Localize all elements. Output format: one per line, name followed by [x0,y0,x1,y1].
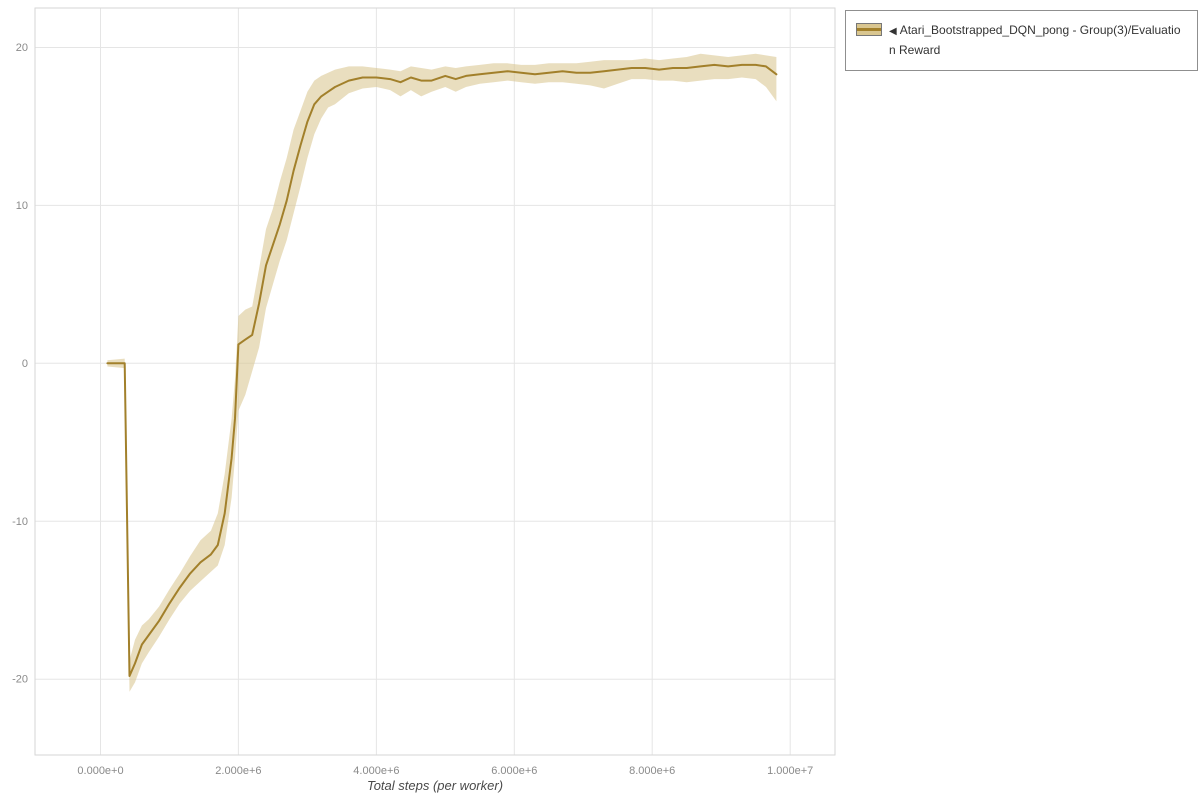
svg-text:4.000e+6: 4.000e+6 [353,765,399,777]
reward-plot[interactable]: 0.000e+0 2.000e+6 4.000e+6 6.000e+6 8.000e+6… [0,0,840,800]
svg-text:1.000e+7: 1.000e+7 [767,765,813,777]
mean-line[interactable] [106,63,778,677]
y-tick-labels: 20 10 0 -10 -20 [12,42,28,686]
svg-text:6.000e+6: 6.000e+6 [491,765,537,777]
svg-text:8.000e+6: 8.000e+6 [629,765,675,777]
legend-entry[interactable]: ◀ Atari_Bootstrapped_DQN_pong - Group(3)/… [889,20,1187,61]
legend-marker-icon: ◀ [889,26,897,37]
legend[interactable]: ◀ Atari_Bootstrapped_DQN_pong - Group(3)/… [845,10,1198,71]
confidence-band [107,53,777,692]
gridlines [34,7,836,756]
x-axis-title: Total steps (per worker) [366,778,504,793]
svg-text:-20: -20 [12,674,28,686]
svg-text:20: 20 [16,42,28,54]
legend-series-swatch-icon [856,23,882,36]
svg-text:2.000e+6: 2.000e+6 [215,765,261,777]
svg-text:0: 0 [22,358,28,370]
svg-text:10: 10 [16,200,28,212]
svg-text:0.000e+0: 0.000e+0 [77,765,123,777]
legend-label: Atari_Bootstrapped_DQN_pong - Group(3)/E… [889,23,1181,58]
svg-text:-10: -10 [12,516,28,528]
legend-swatch-line [857,28,881,31]
x-tick-labels: 0.000e+0 2.000e+6 4.000e+6 6.000e+6 8.000e+6… [77,765,813,777]
